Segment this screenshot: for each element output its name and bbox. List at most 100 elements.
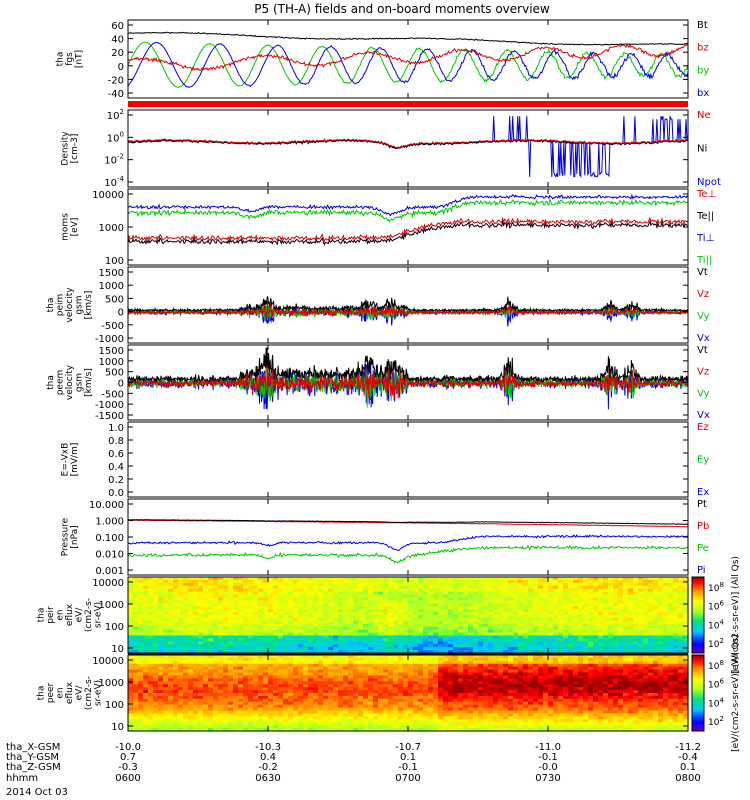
peir-cell <box>553 623 559 628</box>
peer-cell <box>133 710 139 715</box>
peer-cell <box>303 710 309 715</box>
peer-cell <box>258 716 264 720</box>
peir-cell <box>128 585 134 590</box>
peer-cell <box>478 695 484 700</box>
peer-cell <box>213 687 219 691</box>
peir-cell <box>203 623 209 628</box>
peir-cell <box>378 582 384 587</box>
peer-cell <box>198 695 204 700</box>
peer-cell <box>138 669 144 674</box>
peir-cell <box>283 617 289 622</box>
peer-cell <box>368 719 374 723</box>
peir-cell <box>608 635 614 639</box>
peer-cell <box>198 698 204 703</box>
peir-cell <box>318 603 324 607</box>
peer-cell <box>188 728 194 732</box>
peir-cell <box>243 600 249 604</box>
peer-cell <box>513 710 519 715</box>
peer-cell <box>363 681 369 685</box>
peer-cell <box>398 681 404 685</box>
peer-cell <box>358 690 364 694</box>
peir-cell <box>178 603 184 607</box>
peer-cell <box>213 678 219 682</box>
peir-cell <box>393 606 399 610</box>
peer-cell <box>233 678 239 682</box>
peir-cell <box>213 626 219 631</box>
peir-cell <box>133 617 139 622</box>
peer-cell <box>198 704 204 709</box>
peir-cell <box>448 647 454 651</box>
peer-cell <box>163 672 169 677</box>
peir-cell <box>568 609 574 613</box>
peer-cell <box>473 687 479 691</box>
peer-cell <box>468 655 474 659</box>
peer-cell <box>313 669 319 674</box>
peer-cell <box>243 704 249 709</box>
peer-cell <box>328 657 334 662</box>
peir-cell <box>138 644 144 648</box>
peer-cell <box>503 701 509 706</box>
peer-cell <box>478 710 484 715</box>
peir-cell <box>293 612 299 616</box>
peer-cell <box>323 655 329 659</box>
peir-cell <box>393 597 399 601</box>
peir-cell <box>168 620 174 625</box>
peir-cell <box>243 641 249 645</box>
peer-cell <box>203 719 209 723</box>
peer-cell <box>323 672 329 677</box>
peer-cell <box>423 707 429 712</box>
peir-cell <box>443 577 449 581</box>
peir-cell <box>428 582 434 587</box>
peer-cell <box>143 722 149 726</box>
peer-cell <box>488 693 494 697</box>
peir-cell <box>208 609 214 613</box>
peer-cell <box>213 701 219 706</box>
peir-cell <box>653 617 659 622</box>
peer-cell <box>183 660 189 665</box>
peir-cell <box>388 612 394 616</box>
peir-cell <box>508 603 514 607</box>
peer-cell <box>138 716 144 720</box>
peir-cell <box>328 650 334 654</box>
peir-cell <box>358 591 364 596</box>
peer-cell <box>308 713 314 717</box>
peer-cell <box>263 707 269 712</box>
peir-cell <box>508 582 514 587</box>
peer-cell <box>133 722 139 726</box>
peer-cell <box>313 666 319 671</box>
peir-cell <box>468 620 474 625</box>
peir-cell <box>133 650 139 654</box>
peer-cell <box>318 681 324 685</box>
peir-cell <box>508 617 514 622</box>
peir-cell <box>413 600 419 604</box>
peir-cell <box>273 588 279 593</box>
peir-cell <box>613 647 619 651</box>
peir-cell <box>188 577 194 581</box>
peer-cell <box>428 698 434 703</box>
peir-cell <box>438 585 444 590</box>
peir-cell <box>278 577 284 581</box>
peir-cell <box>338 582 344 587</box>
peir-cell <box>333 620 339 625</box>
peir-cell <box>573 603 579 607</box>
peir-cell <box>293 615 299 619</box>
peer-cell <box>188 698 194 703</box>
peer-cell <box>468 701 474 706</box>
peir-cell <box>338 594 344 599</box>
peir-cell <box>533 615 539 619</box>
peir-cell <box>608 623 614 628</box>
peer-cell <box>128 693 134 697</box>
peer-cell <box>328 663 334 668</box>
peer-cell <box>298 716 304 720</box>
peir-cell <box>498 635 504 639</box>
peir-cell <box>628 600 634 604</box>
peir-cell <box>333 588 339 593</box>
peir-cell <box>193 635 199 639</box>
peir-cell <box>178 588 184 593</box>
peir-cell <box>178 600 184 604</box>
peir-cell <box>478 623 484 628</box>
peir-cell <box>638 597 644 601</box>
peer-cell <box>368 722 374 726</box>
peer-cell <box>323 704 329 709</box>
peir-cell <box>408 635 414 639</box>
